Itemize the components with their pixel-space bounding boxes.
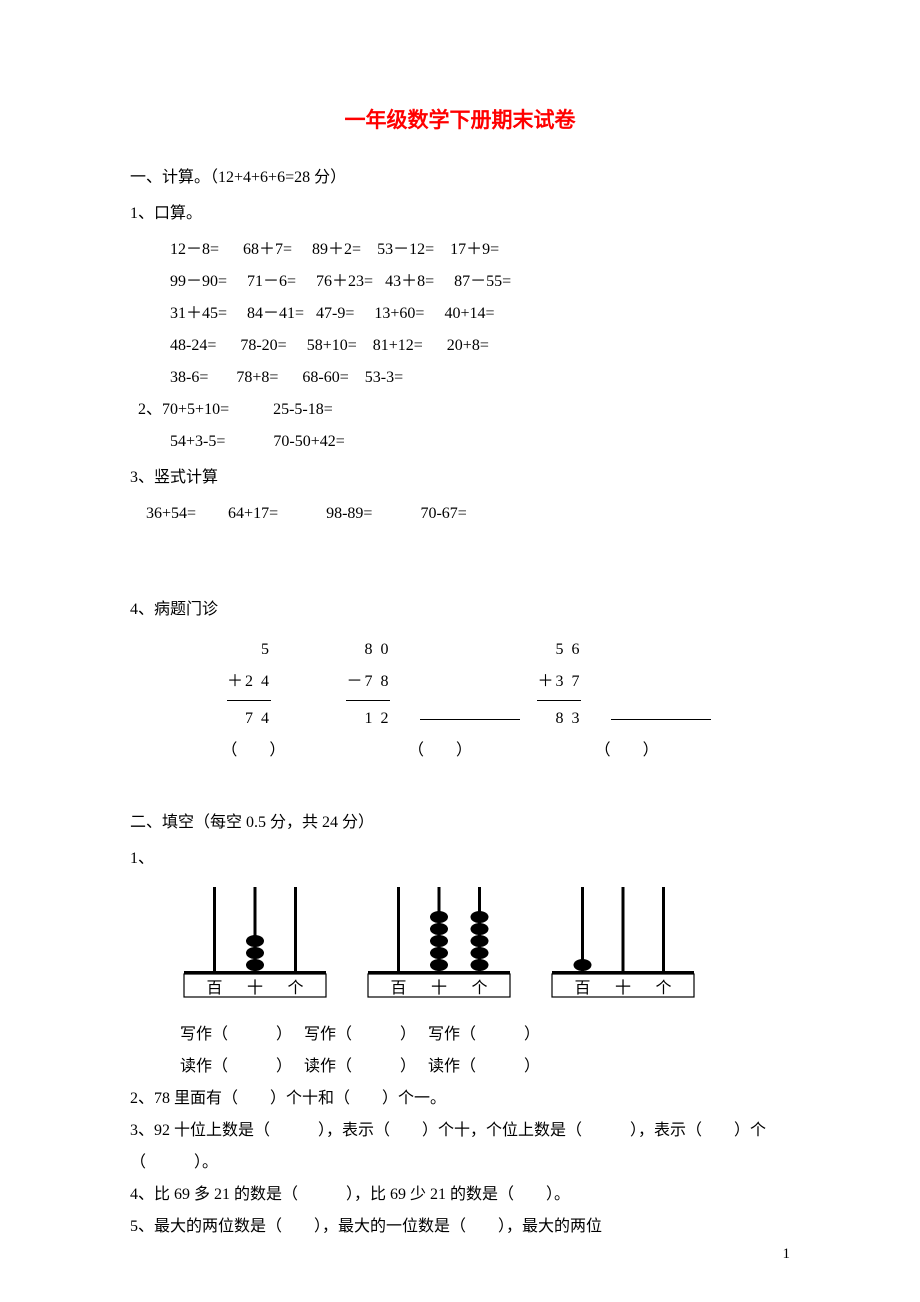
q1-row-4: 38-6= 78+8= 68-60= 53-3= — [130, 362, 790, 394]
clinic-cell-0: 5 ＋2 4 7 4 — [160, 634, 338, 735]
fill-q5: 5、最大的两位数是（ ），最大的一位数是（ ），最大的两位 — [130, 1211, 790, 1243]
abacus-svg: 百十个 — [180, 879, 330, 999]
q1-row-3: 48-24= 78-20= 58+10= 81+12= 20+8= — [130, 330, 790, 362]
svg-text:百: 百 — [206, 980, 222, 997]
page-title: 一年级数学下册期末试卷 — [130, 100, 790, 142]
abacus-row: 百十个百十个百十个 — [130, 879, 790, 1011]
exam-page: 一年级数学下册期末试卷 一、计算。（12+4+6+6=28 分） 1、口算。 1… — [0, 0, 920, 1283]
clinic-cell-2: 5 6＋3 7 8 3 — [529, 634, 720, 735]
vmath-result: 1 2 — [346, 703, 390, 735]
abacus-svg: 百十个 — [364, 879, 514, 999]
section2: 二、填空（每空 0.5 分，共 24 分） 1、 百 十 个 百 十 个 百 十 个 写作（ ）… — [130, 807, 790, 1243]
page-number: 1 — [783, 1246, 791, 1263]
paren-0: （ ） — [160, 735, 347, 767]
fill-q3a: 3、92 十位上数是（ ），表示（ ）个十，个位上数是（ ），表示（ ）个 — [130, 1115, 790, 1147]
section1-heading: 一、计算。（12+4+6+6=28 分） — [130, 162, 790, 194]
vmath-rule — [227, 700, 271, 701]
q1-row-2: 31＋45= 84－41= 47-9= 13+60= 40+14= — [130, 298, 790, 330]
q2-line-0: 70+5+10= 25-5-18= — [162, 401, 333, 418]
vmath-rule — [346, 700, 390, 701]
abacus-1: 百十个 — [364, 879, 514, 1011]
clinic-problems: 5 ＋2 4 7 4 8 0－7 8 1 2 5 6＋3 7 8 3 （ ） （ ） （ … — [130, 634, 790, 767]
vmath-0: 5 ＋2 4 7 4 — [227, 634, 271, 735]
vmath-top: 5 6 — [537, 634, 581, 666]
fill-q4: 4、比 69 多 21 的数是（ ），比 69 少 21 的数是（ ）。 — [130, 1179, 790, 1211]
q2-row-0: 2、70+5+10= 25-5-18= — [130, 394, 790, 426]
svg-text:十: 十 — [431, 979, 447, 997]
vmath-second: ＋3 7 — [537, 666, 581, 698]
svg-text:百: 百 — [574, 980, 590, 997]
q2-prefix: 2、 — [138, 401, 162, 418]
fill-q2: 2、78 里面有（ ）个十和（ ）个一。 — [130, 1083, 790, 1115]
svg-text:十: 十 — [247, 979, 263, 997]
svg-text:个: 个 — [471, 979, 487, 997]
q2-1-label: 1、 — [130, 850, 154, 867]
svg-text:个: 个 — [655, 979, 671, 997]
abacus-svg: 百十个 — [548, 879, 698, 999]
paren-2: （ ） — [533, 735, 720, 767]
vmath-rule — [537, 700, 581, 701]
clinic-cell-1: 8 0－7 8 1 2 — [338, 634, 529, 735]
vmath-1: 8 0－7 8 1 2 — [346, 634, 390, 735]
vmath-2: 5 6＋3 7 8 3 — [537, 634, 581, 735]
vmath-second: ＋2 4 — [227, 666, 271, 698]
title-text: 一年级数学下册期末试卷 — [345, 109, 576, 132]
q3-label: 3、竖式计算 — [130, 462, 790, 494]
vmath-result: 7 4 — [227, 703, 271, 735]
q4-label: 4、病题门诊 — [130, 594, 790, 626]
vertical-calc-space — [130, 530, 790, 590]
vmath-top: 8 0 — [346, 634, 390, 666]
vmath-top: 5 — [227, 634, 271, 666]
abacus-2: 百十个 — [548, 879, 698, 1011]
q1-rows: 12－8= 68＋7= 89＋2= 53－12= 17＋9=99－90= 71－… — [130, 234, 790, 394]
svg-text:百: 百 — [390, 980, 406, 997]
q1-row-0: 12－8= 68＋7= 89＋2= 53－12= 17＋9= — [130, 234, 790, 266]
q1-label: 1、口算。 — [130, 198, 790, 230]
svg-text:十: 十 — [615, 979, 631, 997]
section2-heading: 二、填空（每空 0.5 分，共 24 分） — [130, 807, 790, 839]
svg-text:个: 个 — [287, 979, 303, 997]
abacus-0: 百十个 — [180, 879, 330, 1011]
q2-row-1: 54+3-5= 70-50+42= — [130, 426, 790, 458]
q3-row: 36+54= 64+17= 98-89= 70-67= — [130, 498, 790, 530]
paren-1: （ ） — [347, 735, 534, 767]
write-line: 写作（ ） 写作（ ） 写作（ ） — [130, 1019, 790, 1051]
vmath-second: －7 8 — [346, 666, 390, 698]
fill-q3b: （ ）。 — [130, 1147, 790, 1179]
read-line: 读作（ ） 读作（ ） 读作（ ） — [130, 1051, 790, 1083]
q1-row-1: 99－90= 71－6= 76＋23= 43＋8= 87－55= — [130, 266, 790, 298]
vmath-result: 8 3 — [537, 703, 581, 735]
